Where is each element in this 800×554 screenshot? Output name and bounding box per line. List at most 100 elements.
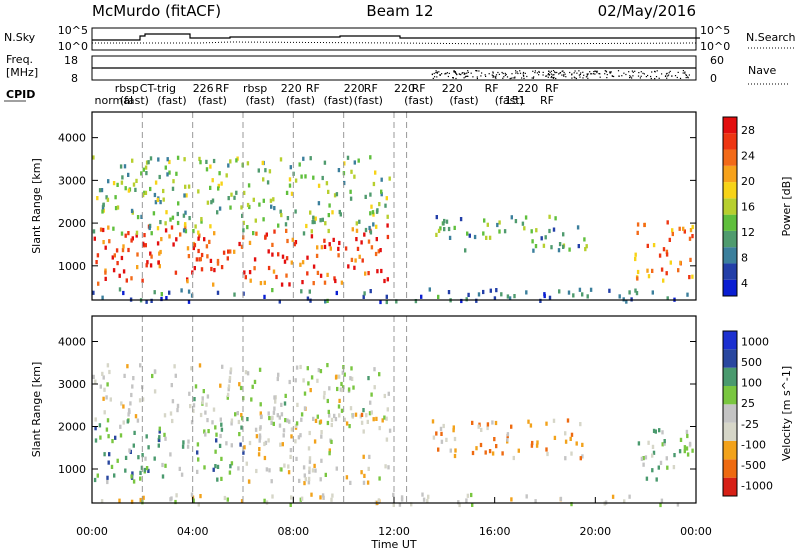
heatmap-cell	[309, 210, 312, 215]
heatmap-cell	[427, 494, 430, 499]
nave-dot	[545, 75, 547, 77]
heatmap-cell	[334, 278, 337, 284]
heatmap-cell	[277, 372, 280, 377]
heatmap-cell	[217, 186, 220, 191]
heatmap-cell	[468, 233, 471, 238]
colorbar-tick-label: -100	[741, 438, 766, 451]
heatmap-cell	[171, 186, 175, 191]
heatmap-cell	[178, 466, 181, 471]
y-tick-label: 4000	[58, 336, 86, 349]
heatmap-cell	[688, 441, 692, 446]
heatmap-cell	[312, 416, 315, 421]
heatmap-cell	[304, 174, 307, 179]
heatmap-cell	[262, 177, 265, 182]
x-tick-label: 16:00	[479, 525, 511, 538]
power-panel: 1000 2000 3000 4000 Slant Range [km] 28 24 20 16…	[30, 111, 793, 305]
heatmap-cell	[654, 429, 657, 434]
heatmap-cell	[477, 424, 480, 429]
heatmap-cell	[145, 434, 148, 439]
heatmap-cell	[378, 426, 381, 431]
heatmap-cell	[277, 252, 280, 257]
heatmap-cell	[267, 249, 270, 254]
heatmap-cell	[270, 420, 273, 425]
heatmap-cell	[158, 437, 161, 443]
heatmap-cell	[313, 463, 316, 468]
heatmap-cell	[212, 467, 215, 472]
x-tick-label: 08:00	[277, 525, 309, 538]
heatmap-cell	[625, 299, 628, 304]
heatmap-cell	[323, 244, 327, 249]
heatmap-cell	[259, 402, 262, 407]
nave-dot	[666, 72, 668, 74]
heatmap-cell	[465, 297, 468, 302]
heatmap-cell	[105, 395, 108, 400]
heatmap-cell	[647, 440, 650, 445]
heatmap-cell	[223, 495, 227, 501]
heatmap-cell	[307, 381, 310, 386]
heatmap-cell	[479, 442, 483, 448]
heatmap-cell	[99, 384, 102, 389]
heatmap-cell	[269, 198, 273, 203]
heatmap-cell	[568, 247, 571, 252]
heatmap-cell	[108, 239, 111, 244]
heatmap-cell	[241, 213, 244, 218]
heatmap-cell	[273, 206, 276, 211]
heatmap-cell	[102, 240, 105, 245]
heatmap-cell	[380, 177, 383, 182]
heatmap-cell	[218, 206, 222, 211]
heatmap-cell	[108, 369, 111, 375]
heatmap-cell	[443, 227, 446, 232]
heatmap-cell	[349, 480, 352, 485]
heatmap-cell	[164, 436, 167, 441]
nave-dot	[575, 77, 577, 80]
heatmap-cell	[338, 413, 341, 418]
heatmap-cell	[184, 222, 187, 227]
heatmap-cell	[363, 232, 366, 237]
nave-dot	[505, 73, 507, 76]
heatmap-cell	[377, 249, 380, 254]
nave-dot	[628, 71, 630, 73]
noise-panel: N.Sky N.Search 10^5 10^0 10^5 10^0	[4, 24, 796, 53]
heatmap-cell	[216, 477, 219, 482]
heatmap-cell	[253, 257, 257, 262]
heatmap-cell	[527, 419, 530, 424]
heatmap-cell	[202, 389, 205, 394]
heatmap-cell	[104, 276, 107, 281]
heatmap-cell	[322, 395, 326, 400]
nave-dot	[515, 70, 517, 72]
heatmap-cell	[274, 399, 277, 404]
heatmap-cell	[278, 415, 281, 420]
nave-dot	[574, 77, 576, 79]
heatmap-cell	[227, 384, 231, 389]
heatmap-cell	[240, 413, 243, 418]
heatmap-cell	[460, 298, 463, 304]
nave-dot	[631, 70, 633, 72]
heatmap-cell	[347, 387, 351, 392]
heatmap-cell	[166, 157, 169, 162]
heatmap-cell	[290, 434, 293, 439]
heatmap-cell	[211, 420, 214, 425]
heatmap-cell	[299, 433, 302, 438]
heatmap-cell	[157, 443, 160, 448]
heatmap-cell	[182, 228, 186, 233]
heatmap-cell	[366, 480, 370, 485]
heatmap-cell	[219, 383, 222, 388]
heatmap-cell	[381, 418, 384, 423]
nave-dot	[434, 76, 436, 78]
heatmap-cell	[661, 430, 664, 435]
heatmap-cell	[564, 439, 568, 444]
heatmap-cell	[663, 439, 666, 444]
heatmap-cell	[127, 188, 131, 193]
heatmap-cell	[295, 456, 298, 461]
heatmap-cell	[107, 434, 110, 439]
heatmap-cell	[248, 204, 251, 210]
heatmap-cell	[197, 248, 200, 254]
heatmap-cell	[486, 222, 489, 227]
heatmap-cell	[308, 430, 311, 436]
nave-dot	[533, 76, 535, 78]
heatmap-cell	[678, 449, 682, 454]
colorbar-swatch	[723, 367, 737, 386]
heatmap-cell	[102, 227, 105, 233]
heatmap-cell	[246, 225, 249, 230]
cpid-name: 226	[193, 82, 214, 95]
